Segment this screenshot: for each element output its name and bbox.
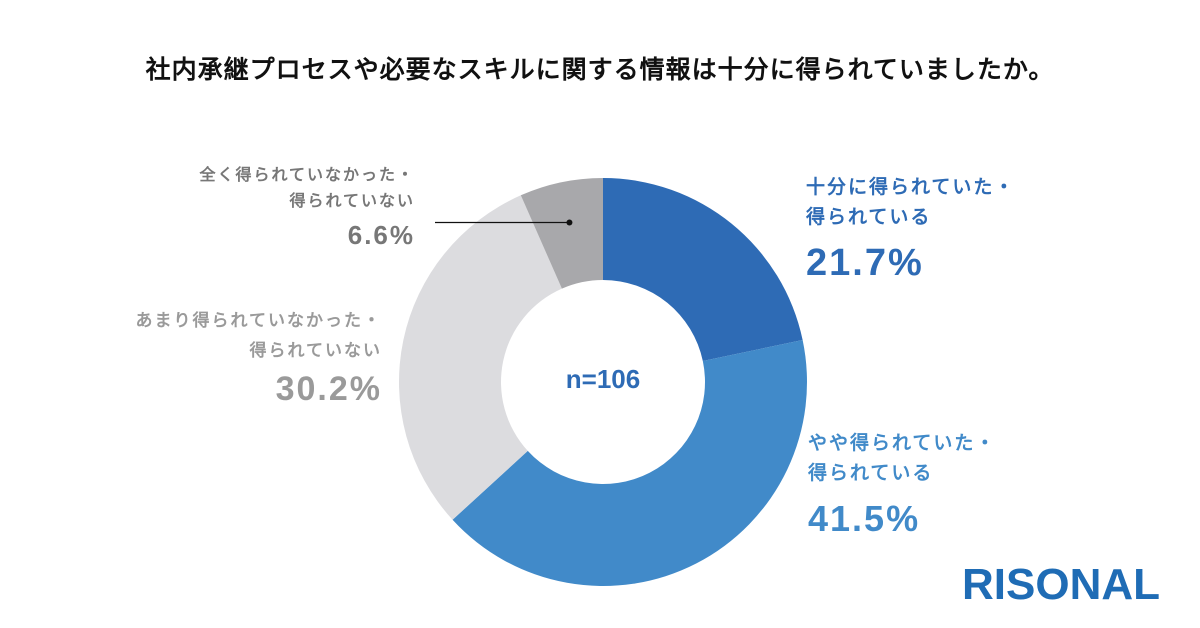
slice-label-3-line2: 得られていない bbox=[289, 191, 415, 210]
slice-value-0: 21.7% bbox=[806, 242, 924, 284]
donut-slice-0 bbox=[603, 178, 803, 362]
donut-slice-1 bbox=[452, 340, 807, 587]
risonal-logo: RISONAL bbox=[962, 560, 1160, 609]
slice-label-3-line1: 全く得られていなかった・ bbox=[199, 165, 415, 184]
sample-size-label: n=106 bbox=[565, 364, 641, 394]
slice-label-2: あまり得られていなかった・ 得られていない 30.2% bbox=[136, 306, 383, 409]
slice-label-1: やや得られていた・ 得られている 41.5% bbox=[808, 428, 996, 540]
slice-label-0: 十分に得られていた・ 得られている 21.7% bbox=[806, 172, 1015, 285]
slice-label-2-line1: あまり得られていなかった・ bbox=[135, 311, 382, 331]
chart-title: 社内承継プロセスや必要なスキルに関する情報は十分に得られていましたか。 bbox=[145, 55, 1055, 84]
slice-value-3: 6.6% bbox=[347, 220, 415, 250]
slice-label-1-line1: やや得られていた・ bbox=[808, 432, 997, 454]
donut-slice-3 bbox=[520, 178, 603, 289]
slice-label-1-line2: 得られている bbox=[808, 462, 934, 484]
slice-value-2: 30.2% bbox=[275, 370, 382, 408]
leader-dot bbox=[566, 219, 573, 226]
slice-label-2-line2: 得られていない bbox=[249, 341, 382, 361]
donut-slice-2 bbox=[399, 195, 562, 520]
slice-label-0-line1: 十分に得られていた・ bbox=[806, 176, 1016, 198]
slice-label-3: 全く得られていなかった・ 得られていない 6.6% bbox=[199, 162, 415, 251]
slice-label-0-line2: 得られている bbox=[806, 206, 932, 228]
slice-value-1: 41.5% bbox=[808, 498, 921, 539]
